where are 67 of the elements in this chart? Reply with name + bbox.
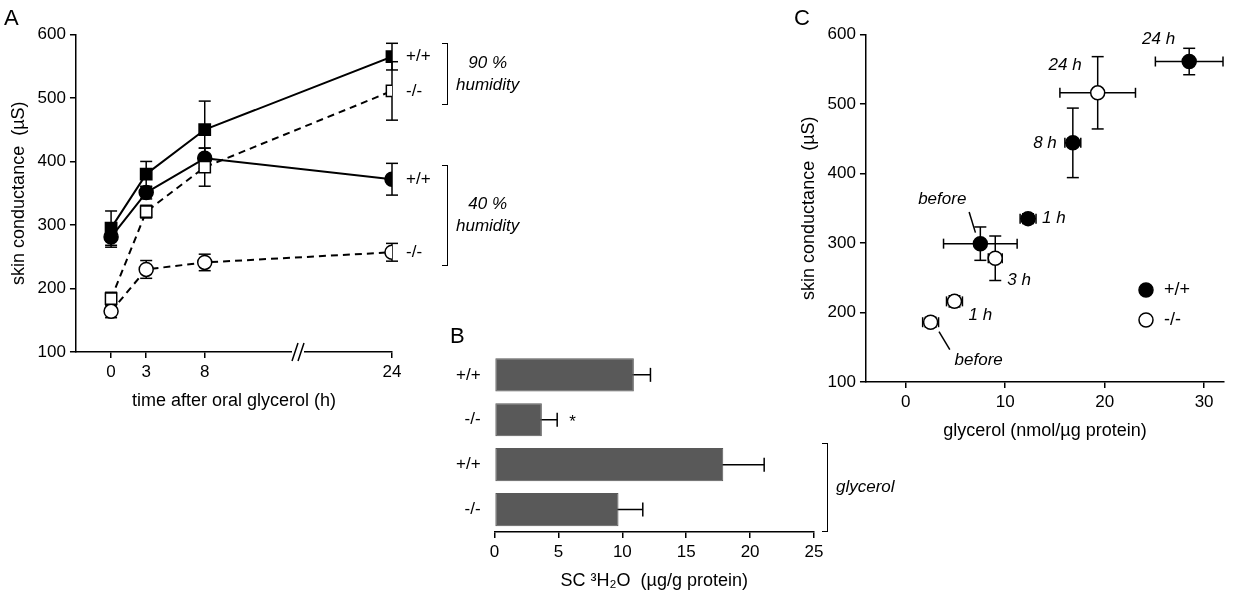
chart-title: A bbox=[4, 5, 19, 31]
y-tick-label: 100 bbox=[37, 341, 66, 361]
legend-label: -/- bbox=[1164, 308, 1181, 329]
legend-label: +/+ bbox=[1164, 278, 1191, 299]
x-axis-title: time after oral glycerol (h) bbox=[131, 390, 337, 411]
y-tick-label: 500 bbox=[827, 93, 856, 113]
legend-label: +/+ bbox=[406, 46, 431, 66]
annotation: 24 h bbox=[1141, 29, 1176, 49]
text: glycerol bbox=[835, 476, 896, 496]
y-tick-label: 400 bbox=[37, 151, 66, 171]
bar bbox=[495, 403, 542, 437]
annotation: 8 h bbox=[1033, 132, 1057, 152]
legend-label: +/+ bbox=[406, 168, 431, 188]
annotation: before bbox=[918, 189, 967, 209]
bar bbox=[495, 358, 634, 392]
y-tick-label: +/+ bbox=[455, 454, 481, 474]
x-axis-title: SC ³H₂O (µg/g protein) bbox=[560, 570, 748, 591]
series-label: -/- bbox=[406, 80, 423, 100]
y-tick-label: -/- bbox=[464, 409, 481, 429]
point bbox=[198, 160, 212, 174]
annotation: 24 h bbox=[1047, 54, 1082, 74]
annotation: 3 h bbox=[1007, 269, 1031, 289]
chart-title: C bbox=[794, 5, 810, 31]
x-axis-title: glycerol (nmol/µg protein) bbox=[943, 420, 1147, 441]
y-tick-label: 200 bbox=[827, 302, 856, 322]
x-tick-label: 30 bbox=[1194, 391, 1214, 411]
bar bbox=[495, 492, 619, 527]
chart-title: B bbox=[450, 323, 465, 349]
annotation: * bbox=[569, 412, 577, 432]
x-tick-label: 10 bbox=[995, 391, 1015, 411]
text: 40 % humidity bbox=[455, 194, 521, 236]
x-tick-label: 0 bbox=[106, 361, 116, 381]
series-label: -/- bbox=[406, 241, 423, 261]
point bbox=[198, 123, 212, 137]
y-tick-label: +/+ bbox=[455, 364, 481, 384]
point bbox=[972, 235, 989, 252]
y-tick-label: 300 bbox=[37, 214, 66, 234]
y-tick-label: 600 bbox=[827, 24, 856, 44]
x-tick-label: 10 bbox=[612, 541, 632, 561]
x-tick-label: 5 bbox=[553, 541, 564, 561]
annotation: 1 h bbox=[968, 305, 993, 325]
y-tick-label: 200 bbox=[37, 278, 66, 298]
x-tick-label: 0 bbox=[901, 391, 911, 411]
y-tick-label: 300 bbox=[827, 232, 856, 252]
text: 90 % humidity bbox=[455, 52, 521, 94]
y-tick-label: -/- bbox=[464, 499, 481, 519]
x-tick-label: 25 bbox=[804, 541, 824, 561]
x-tick-label: 3 bbox=[141, 361, 151, 381]
y-tick-label: 600 bbox=[37, 24, 66, 44]
bar bbox=[495, 448, 724, 482]
x-tick-label: 15 bbox=[676, 541, 696, 561]
x-tick-label: 20 bbox=[1095, 391, 1115, 411]
point bbox=[139, 167, 153, 181]
x-tick-label: 8 bbox=[199, 361, 210, 381]
x-tick-label: 0 bbox=[489, 541, 500, 561]
x-tick-label: 20 bbox=[740, 541, 760, 561]
annotation: before bbox=[954, 349, 1003, 369]
point bbox=[1089, 85, 1106, 101]
annotation: 1 h bbox=[1042, 208, 1066, 228]
point bbox=[104, 221, 118, 235]
y-axis-title: skin conductance (µS) bbox=[797, 116, 818, 300]
y-axis-title: skin conductance (µS) bbox=[7, 101, 28, 285]
y-tick-label: 500 bbox=[37, 87, 66, 107]
point bbox=[1181, 53, 1197, 70]
y-tick-label: 100 bbox=[827, 371, 856, 391]
x-tick-label: 24 bbox=[382, 361, 402, 381]
y-tick-label: 400 bbox=[827, 163, 856, 183]
